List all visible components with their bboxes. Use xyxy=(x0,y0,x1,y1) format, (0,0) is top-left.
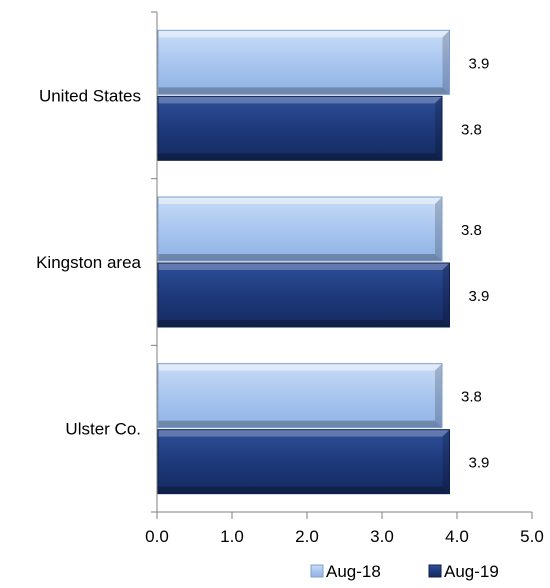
plot-area: 3.9 3.8 3.8 3.9 3.8 3.9 xyxy=(157,29,490,495)
data-label-united-states-aug-19: 3.8 xyxy=(461,121,482,138)
legend-label: Aug-19 xyxy=(444,562,499,581)
bar-ulster-co-aug-19 xyxy=(157,429,450,495)
category-label-kingston-area: Kingston area xyxy=(36,253,141,272)
bar-kingston-area-aug-18 xyxy=(157,196,443,262)
category-label-united-states: United States xyxy=(39,86,141,105)
x-tick-label: 4.0 xyxy=(445,527,469,546)
category-label-ulster-co: Ulster Co. xyxy=(65,420,141,439)
bar-kingston-area-aug-19 xyxy=(157,262,450,328)
legend: Aug-18 Aug-19 xyxy=(310,562,499,581)
data-label-united-states-aug-18: 3.9 xyxy=(469,55,490,72)
x-tick-label: 1.0 xyxy=(220,527,244,546)
x-tick-label: 2.0 xyxy=(295,527,319,546)
data-label-kingston-area-aug-19: 3.9 xyxy=(469,288,490,305)
legend-item-aug-19: Aug-19 xyxy=(428,562,499,581)
bar-united-states-aug-18 xyxy=(157,29,450,95)
data-label-ulster-co-aug-19: 3.9 xyxy=(469,455,490,472)
legend-swatch xyxy=(428,564,442,578)
bar-ulster-co-aug-18 xyxy=(157,363,443,429)
data-label-kingston-area-aug-18: 3.8 xyxy=(461,222,482,239)
x-tick-label: 3.0 xyxy=(370,527,394,546)
bar-united-states-aug-19 xyxy=(157,95,443,161)
legend-swatch xyxy=(310,564,324,578)
x-tick-label: 0.0 xyxy=(145,527,169,546)
legend-label: Aug-18 xyxy=(326,562,381,581)
data-label-ulster-co-aug-18: 3.8 xyxy=(461,389,482,406)
x-tick-label: 5.0 xyxy=(520,527,544,546)
legend-item-aug-18: Aug-18 xyxy=(310,562,381,581)
axes: United States Kingston area Ulster Co. 0.0 1… xyxy=(36,11,544,546)
